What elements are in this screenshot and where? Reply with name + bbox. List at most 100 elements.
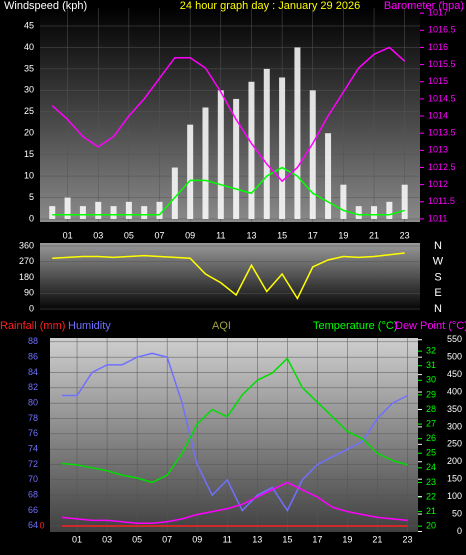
y-tick-label: 64 (28, 520, 38, 530)
y-tick-label: 86 (28, 352, 38, 362)
y2-tick-label: 22 (426, 491, 436, 501)
axis-label: Temperature (°C) (313, 320, 397, 332)
y3-tick-label: 550 (447, 334, 462, 344)
y2-tick-label: 20 (426, 521, 436, 531)
series-line (61, 357, 408, 484)
y-tick-label: 84 (28, 367, 38, 377)
series-line (52, 252, 405, 301)
y-tick-label: 0 (29, 213, 34, 223)
y2-tick-label: 1015 (428, 76, 448, 86)
y-tick-label: 76 (28, 428, 38, 438)
x-tick-label: 03 (93, 230, 103, 240)
x-tick-label: 01 (63, 230, 73, 240)
gust-bar (79, 206, 86, 219)
x-tick-label: 23 (400, 230, 410, 240)
x-tick-label: 11 (223, 534, 232, 544)
gust-bar (325, 133, 332, 219)
y-tick-label: 74 (28, 444, 38, 454)
x-tick-label: 07 (155, 230, 165, 240)
x-tick-label: 15 (277, 230, 287, 240)
y-tick-label: 70 (28, 474, 38, 484)
x-tick-label: 05 (132, 534, 142, 544)
y2-tick-label: 27 (426, 418, 436, 428)
gust-bar (49, 206, 56, 219)
y-tick-label: 5 (29, 192, 34, 202)
compass-label: N (434, 303, 442, 315)
y3-tick-label: 150 (447, 474, 462, 484)
y-tick-label: 20 (24, 128, 34, 138)
y-tick-label: 88 (28, 336, 38, 346)
gust-bar (340, 184, 347, 219)
x-tick-label: 23 (402, 534, 412, 544)
gust-bar (217, 90, 224, 219)
y2-tick-label: 1017 (428, 8, 448, 18)
x-tick-label: 01 (72, 534, 82, 544)
gust-bar (110, 206, 117, 219)
y-tick-label: 10 (24, 170, 34, 180)
y-tick-label: 35 (24, 63, 34, 73)
x-tick-label: 09 (185, 230, 195, 240)
y-tick-label: 90 (24, 288, 34, 298)
y3-tick-label: 450 (447, 369, 462, 379)
x-tick-label: 15 (282, 534, 292, 544)
x-tick-label: 13 (252, 534, 262, 544)
gust-bar (371, 206, 378, 219)
y3-tick-label: 100 (447, 491, 462, 501)
y3-tick-label: 200 (447, 456, 462, 466)
y2-tick-label: 26 (426, 433, 436, 443)
gust-bar (156, 201, 163, 219)
gust-bar (233, 98, 240, 219)
y-tick-label: 66 (28, 505, 38, 515)
x-tick-label: 17 (312, 534, 322, 544)
y3-tick-label: 400 (447, 386, 462, 396)
x-tick-label: 17 (308, 230, 318, 240)
y-tick-label: 360 (19, 240, 34, 250)
x-tick-label: 21 (372, 534, 382, 544)
gust-bar (171, 167, 178, 219)
y-tick-label: 180 (19, 272, 34, 282)
y-tick-label: 78 (28, 413, 38, 423)
y-tick-label: 0 (29, 303, 34, 313)
y-tick-label: 45 (24, 20, 34, 30)
axis-label: Humidity (68, 320, 111, 332)
y-tick-label: 40 (24, 42, 34, 52)
gust-bar (248, 81, 255, 219)
series-line (62, 352, 408, 513)
axis-label: Rainfall (mm) (0, 320, 65, 332)
gust-bar (202, 107, 209, 219)
y3-tick-label: 500 (447, 352, 462, 362)
y2-tick-label: 23 (426, 477, 436, 487)
y2-tick-label: 1013 (428, 145, 448, 155)
gust-bar (263, 68, 270, 219)
compass-label: W (433, 256, 444, 268)
y3-tick-label: 50 (452, 508, 462, 518)
y-tick-label: 30 (24, 85, 34, 95)
compass-label: S (434, 271, 441, 283)
x-tick-label: 19 (342, 534, 352, 544)
gust-bar (141, 206, 148, 219)
x-tick-label: 05 (124, 230, 134, 240)
gust-bar (95, 201, 102, 219)
y2-tick-label: 1014.5 (428, 93, 456, 103)
y3-tick-label: 350 (447, 404, 462, 414)
y2-tick-label: 1012 (428, 179, 448, 189)
x-tick-label: 03 (102, 534, 112, 544)
gust-bar (401, 184, 408, 219)
panel-temp (50, 338, 418, 532)
y2-tick-label: 1013.5 (428, 128, 456, 138)
wind-label: Windspeed (kph) (4, 0, 87, 12)
x-tick-label: 13 (246, 230, 256, 240)
gust-bar (294, 47, 301, 219)
y2-tick-label: 1015.5 (428, 59, 456, 69)
series-line (52, 166, 405, 216)
title: 24 hour graph day : January 29 2026 (180, 0, 360, 12)
y-tick-label: 68 (28, 490, 38, 500)
x-tick-label: 07 (162, 534, 172, 544)
y2-tick-label: 24 (426, 462, 436, 472)
gust-bar (309, 90, 316, 219)
y2-tick-label: 1011 (428, 213, 447, 223)
axis-label: Dew Point (°C) (395, 320, 466, 332)
gust-bar (279, 77, 286, 219)
y2-tick-label: 28 (426, 404, 436, 414)
